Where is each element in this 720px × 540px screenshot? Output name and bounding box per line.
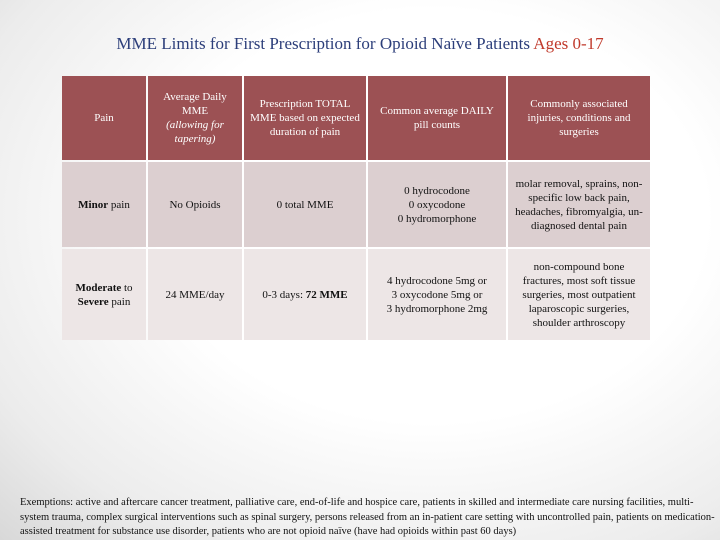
cell-daily: No Opioids: [148, 162, 242, 247]
pain-suffix: pain: [108, 198, 130, 211]
pain-level: Minor: [78, 198, 109, 211]
cell-conditions: molar removal, sprains, non-specific low…: [508, 162, 650, 247]
cell-pain: Moderate to Severe pain: [62, 249, 146, 340]
cell-pills: 4 hydrocodone 5mg or 3 oxycodone 5mg or …: [368, 249, 506, 340]
title-accent: Ages 0-17: [533, 34, 604, 53]
mme-limits-table: Pain Average Daily MME (allowing for tape…: [60, 74, 652, 342]
cell-total: 0 total MME: [244, 162, 366, 247]
exemptions-footnote: Exemptions: active and aftercare cancer …: [20, 497, 715, 537]
header-pill-counts: Common average DAILY pill counts: [368, 76, 506, 160]
pain-level: Moderate: [75, 281, 122, 294]
header-daily-mme-note: (allowing for tapering): [166, 119, 224, 145]
header-daily-mme-label: Average Daily MME: [163, 91, 227, 117]
pain-connector: to: [121, 281, 133, 294]
table-row: Minor pain No Opioids 0 total MME 0 hydr…: [62, 162, 650, 247]
total-bold: 72 MME: [305, 288, 348, 301]
header-total-mme: Prescription TOTAL MME based on expected…: [244, 76, 366, 160]
cell-total: 0-3 days: 72 MME: [244, 249, 366, 340]
header-daily-mme: Average Daily MME (allowing for tapering): [148, 76, 242, 160]
total-text: 0 total MME: [276, 198, 334, 211]
pain-suffix: pain: [108, 295, 131, 308]
header-row: Pain Average Daily MME (allowing for tape…: [62, 76, 650, 160]
cell-daily: 24 MME/day: [148, 249, 242, 340]
header-pain: Pain: [62, 76, 146, 160]
cell-pain: Minor pain: [62, 162, 146, 247]
table-row: Moderate to Severe pain 24 MME/day 0-3 d…: [62, 249, 650, 340]
title-main: MME Limits for First Prescription for Op…: [116, 34, 530, 53]
pain-level-2: Severe: [77, 295, 109, 308]
header-conditions: Commonly associated injuries, conditions…: [508, 76, 650, 160]
cell-conditions: non-compound bone fractures, most soft t…: [508, 249, 650, 340]
slide-title: MME Limits for First Prescription for Op…: [0, 34, 720, 54]
cell-pills: 0 hydrocodone 0 oxycodone 0 hydromorphon…: [368, 162, 506, 247]
total-text: 0-3 days:: [262, 288, 306, 301]
